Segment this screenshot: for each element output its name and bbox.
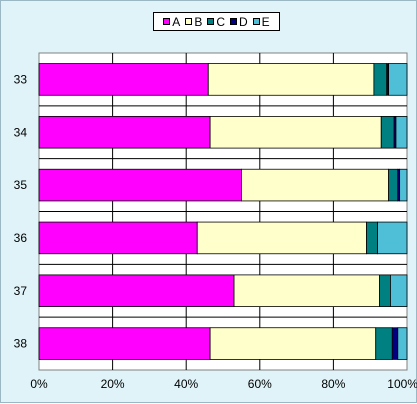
legend-item-E: E <box>252 14 270 29</box>
bar-segment-A-34 <box>38 116 211 149</box>
y-tick-label: 36 <box>14 231 28 245</box>
bar-segment-C-38 <box>375 327 393 360</box>
bar-segment-A-37 <box>38 274 235 307</box>
x-tick-label: 60% <box>248 377 272 391</box>
bar-segment-A-36 <box>38 221 198 255</box>
x-tick-label: 20% <box>101 377 125 391</box>
y-tick-label: 38 <box>14 337 28 351</box>
bar-segment-E-34 <box>395 116 408 149</box>
y-tick-label: 37 <box>14 284 28 298</box>
bar-segment-E-37 <box>390 274 408 307</box>
y-tick-label: 35 <box>14 178 28 192</box>
legend-swatch <box>207 18 215 25</box>
legend-swatch <box>163 18 171 25</box>
y-tick-label: 34 <box>14 125 28 139</box>
legend-item-A: A <box>163 15 180 29</box>
bar-segment-A-35 <box>38 168 242 202</box>
bar-segment-B-36 <box>196 221 367 255</box>
y-tick-label: 33 <box>14 72 28 86</box>
legend-label: A <box>172 14 181 29</box>
bar-segment-E-38 <box>397 327 408 360</box>
bar-segment-D-38 <box>391 327 399 360</box>
legend-label: C <box>216 14 225 29</box>
bar-segment-B-35 <box>240 168 389 202</box>
legend-label: B <box>194 14 203 29</box>
gridlines <box>39 53 407 370</box>
y-axis-labels: 33 34 35 36 37 38 <box>14 72 28 350</box>
x-axis-labels: 0% 20% 40% 60% 80% 100% <box>30 377 417 391</box>
bar-segment-B-38 <box>209 327 377 360</box>
legend-swatch <box>252 18 260 25</box>
bar-segment-C-34 <box>380 116 395 149</box>
x-tick-label: 80% <box>321 377 345 391</box>
legend-label: E <box>261 14 270 29</box>
legend-item-B: B <box>185 15 202 29</box>
x-tick-label: 40% <box>174 377 198 391</box>
legend-item-C: C <box>207 15 225 29</box>
bar-segment-A-33 <box>38 63 209 96</box>
bar-segment-B-34 <box>209 116 382 149</box>
bar-segment-E-36 <box>377 221 408 255</box>
legend-swatch <box>230 18 237 25</box>
bar-segment-C-33 <box>373 63 388 96</box>
bar-segment-E-33 <box>388 63 408 96</box>
bar-segment-B-37 <box>233 274 380 307</box>
bars <box>38 63 408 360</box>
legend-label: D <box>239 14 248 29</box>
bar-segment-C-35 <box>388 168 399 202</box>
bar-segment-A-38 <box>38 327 211 360</box>
bar-segment-B-33 <box>207 63 375 96</box>
legend-swatch <box>185 18 193 25</box>
bar-segment-C-36 <box>366 221 378 255</box>
x-tick-label: 100% <box>387 377 417 391</box>
bar-segment-C-37 <box>378 274 391 307</box>
legend-item-D: D <box>230 15 248 29</box>
bar-segment-E-35 <box>399 168 408 202</box>
x-tick-label: 0% <box>30 377 48 391</box>
